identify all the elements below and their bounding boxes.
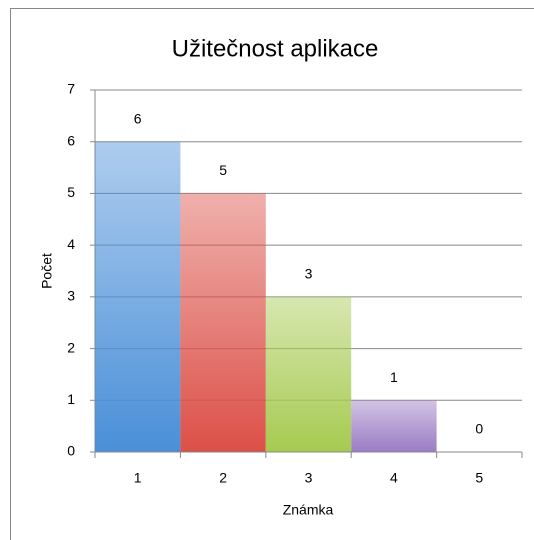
y-tick-label: 6 — [67, 132, 75, 148]
y-axis-label: Počet — [39, 253, 55, 289]
x-tick-label: 1 — [134, 470, 142, 486]
y-tick-label: 4 — [67, 236, 75, 252]
bar — [265, 296, 352, 452]
x-tick-label: 5 — [475, 470, 483, 486]
y-tick-label: 3 — [67, 288, 75, 304]
x-tick-label: 2 — [219, 470, 227, 486]
x-tick-label: 4 — [390, 470, 398, 486]
y-tick-label: 1 — [67, 391, 75, 407]
chart-frame — [10, 8, 534, 540]
x-tick-label: 3 — [305, 470, 313, 486]
data-label: 0 — [475, 421, 483, 437]
y-tick-label: 0 — [67, 443, 75, 459]
bar — [95, 141, 181, 452]
chart-title: Užitečnost aplikace — [172, 35, 379, 62]
data-label: 3 — [305, 266, 313, 282]
data-label: 1 — [390, 369, 398, 385]
y-tick-label: 7 — [67, 81, 75, 97]
data-label: 6 — [134, 110, 142, 126]
bar — [351, 400, 437, 452]
y-tick-label: 5 — [67, 184, 75, 200]
x-axis-label: Známka — [283, 502, 334, 518]
bar — [180, 193, 266, 452]
data-label: 5 — [219, 162, 227, 178]
y-tick-label: 2 — [67, 339, 75, 355]
